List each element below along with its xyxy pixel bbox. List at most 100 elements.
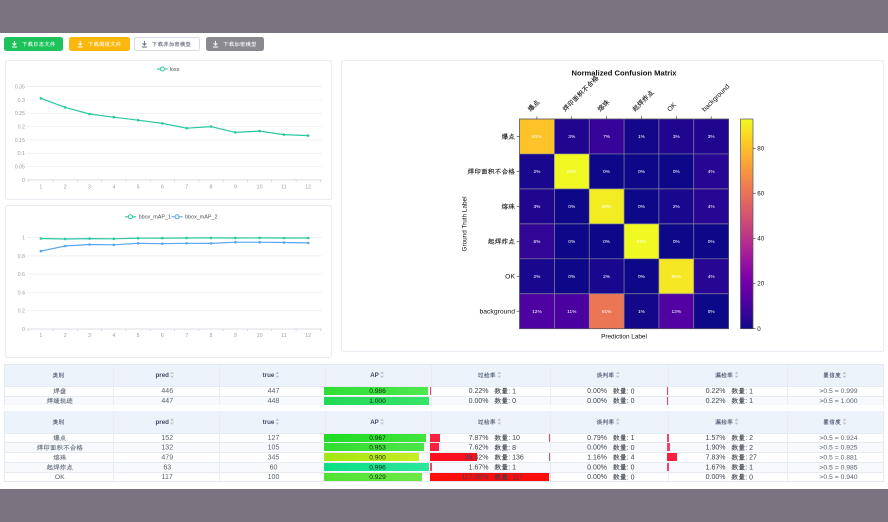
svg-text:2%: 2%: [603, 274, 611, 280]
svg-text:3: 3: [88, 185, 91, 191]
svg-text:: 1: : 1: [627, 435, 635, 442]
svg-text:>0.5 = 0.940: >0.5 = 0.940: [819, 474, 857, 481]
svg-text:1%: 1%: [638, 309, 646, 315]
svg-text:117: 117: [162, 474, 173, 481]
svg-text:0.00%: 0.00%: [469, 398, 489, 405]
svg-text:132: 132: [161, 445, 173, 452]
svg-text:2%: 2%: [673, 204, 681, 210]
svg-text:OK: OK: [55, 474, 65, 481]
svg-text:3%: 3%: [673, 134, 681, 140]
svg-text:0.79%: 0.79%: [587, 435, 607, 442]
svg-text:2%: 2%: [533, 274, 541, 280]
svg-text:0%: 0%: [568, 204, 576, 210]
svg-text:8: 8: [210, 185, 213, 191]
svg-text:0.900: 0.900: [369, 455, 386, 462]
svg-text:1.67%: 1.67%: [706, 464, 726, 471]
svg-text:0: 0: [22, 327, 25, 333]
svg-text:1.67%: 1.67%: [469, 464, 489, 471]
svg-text:: 136: : 136: [508, 455, 524, 462]
svg-text:4%: 4%: [708, 274, 716, 280]
svg-text:0.05: 0.05: [15, 164, 25, 170]
svg-text:0.00%: 0.00%: [587, 445, 607, 452]
svg-text:40: 40: [757, 236, 764, 243]
svg-text:479: 479: [161, 455, 173, 462]
svg-text:0.996: 0.996: [369, 464, 386, 471]
svg-text:0.00%: 0.00%: [706, 474, 726, 481]
svg-text:1: 1: [39, 333, 42, 339]
svg-text:12: 12: [305, 185, 311, 191]
svg-text:80: 80: [757, 145, 764, 152]
svg-text:7: 7: [185, 333, 188, 339]
svg-text:1.57%: 1.57%: [706, 435, 726, 442]
svg-text:background: background: [701, 83, 731, 113]
svg-text:9: 9: [234, 185, 237, 191]
svg-text:0.00%: 0.00%: [587, 474, 607, 481]
svg-text:1: 1: [22, 236, 25, 242]
svg-text:1%: 1%: [638, 134, 646, 140]
svg-text:117.00%: 117.00%: [461, 474, 488, 481]
svg-text:152: 152: [161, 435, 173, 442]
svg-text:8: 8: [210, 333, 213, 339]
svg-text:0.25: 0.25: [15, 111, 25, 117]
svg-text:0.15: 0.15: [15, 138, 25, 144]
svg-text:loss: loss: [170, 67, 180, 73]
svg-text:pred: pred: [156, 372, 170, 379]
svg-text:AP: AP: [370, 419, 379, 426]
svg-text:6: 6: [161, 185, 164, 191]
svg-text:0.22%: 0.22%: [706, 388, 726, 395]
svg-text:0.00%: 0.00%: [587, 464, 607, 471]
svg-text:0%: 0%: [708, 239, 716, 245]
svg-text:446: 446: [161, 388, 173, 395]
svg-text:: 117: : 117: [508, 474, 523, 481]
svg-text:: 4: : 4: [627, 455, 635, 462]
svg-text:>0.5 = 0.924: >0.5 = 0.924: [819, 435, 857, 442]
svg-text:0.6: 0.6: [18, 272, 25, 278]
svg-text:>0.5 = 0.925: >0.5 = 0.925: [819, 445, 857, 452]
svg-text:: 0: : 0: [627, 465, 635, 472]
svg-text:0.2: 0.2: [18, 124, 25, 130]
svg-text:0.3: 0.3: [18, 98, 25, 104]
svg-text:7.62%: 7.62%: [469, 445, 489, 452]
svg-text:127: 127: [268, 435, 280, 442]
svg-text:0%: 0%: [673, 239, 681, 245]
svg-text:105: 105: [268, 445, 280, 452]
svg-text:: 27: : 27: [745, 455, 757, 462]
svg-text:Normalized Confusion Matrix: Normalized Confusion Matrix: [571, 69, 677, 78]
svg-text:6: 6: [161, 333, 164, 339]
svg-text:11: 11: [281, 333, 287, 339]
svg-text:13%: 13%: [672, 309, 682, 315]
svg-text:90%: 90%: [602, 204, 612, 210]
svg-text:: 0: : 0: [745, 474, 753, 481]
svg-text:4: 4: [112, 333, 115, 339]
svg-text:345: 345: [268, 455, 280, 462]
svg-text:1: 1: [39, 185, 42, 191]
svg-text:3%: 3%: [708, 134, 716, 140]
svg-text:6%: 6%: [533, 239, 541, 245]
svg-text:60: 60: [270, 464, 278, 471]
svg-text:0.4: 0.4: [18, 290, 25, 296]
svg-text:0.2: 0.2: [18, 309, 25, 315]
svg-text:7%: 7%: [603, 134, 611, 140]
svg-text:: 0: : 0: [627, 388, 635, 395]
svg-text:>0.5 = 0.999: >0.5 = 0.999: [819, 388, 857, 395]
svg-text:3%: 3%: [533, 204, 541, 210]
svg-text:10: 10: [257, 185, 263, 191]
svg-text:bbox_mAP_2: bbox_mAP_2: [185, 215, 217, 221]
svg-text:2%: 2%: [533, 169, 541, 175]
svg-text:20: 20: [757, 281, 764, 288]
svg-text:12: 12: [305, 333, 311, 339]
svg-text:447: 447: [161, 398, 173, 405]
svg-text:>0.5 = 1.000: >0.5 = 1.000: [819, 398, 857, 405]
svg-text:0.953: 0.953: [369, 445, 386, 452]
svg-text:0%: 0%: [568, 274, 576, 280]
svg-text:3%: 3%: [568, 134, 576, 140]
svg-text:0.35: 0.35: [15, 84, 25, 90]
svg-text:12%: 12%: [532, 309, 542, 315]
svg-text:: 1: : 1: [508, 388, 516, 395]
svg-text:0.22%: 0.22%: [469, 388, 489, 395]
svg-text:: 0: : 0: [627, 474, 635, 481]
svg-text:Ground Truth Label: Ground Truth Label: [462, 196, 469, 251]
svg-text:2: 2: [64, 185, 67, 191]
svg-text:93%: 93%: [637, 239, 647, 245]
svg-text:11: 11: [281, 185, 287, 191]
